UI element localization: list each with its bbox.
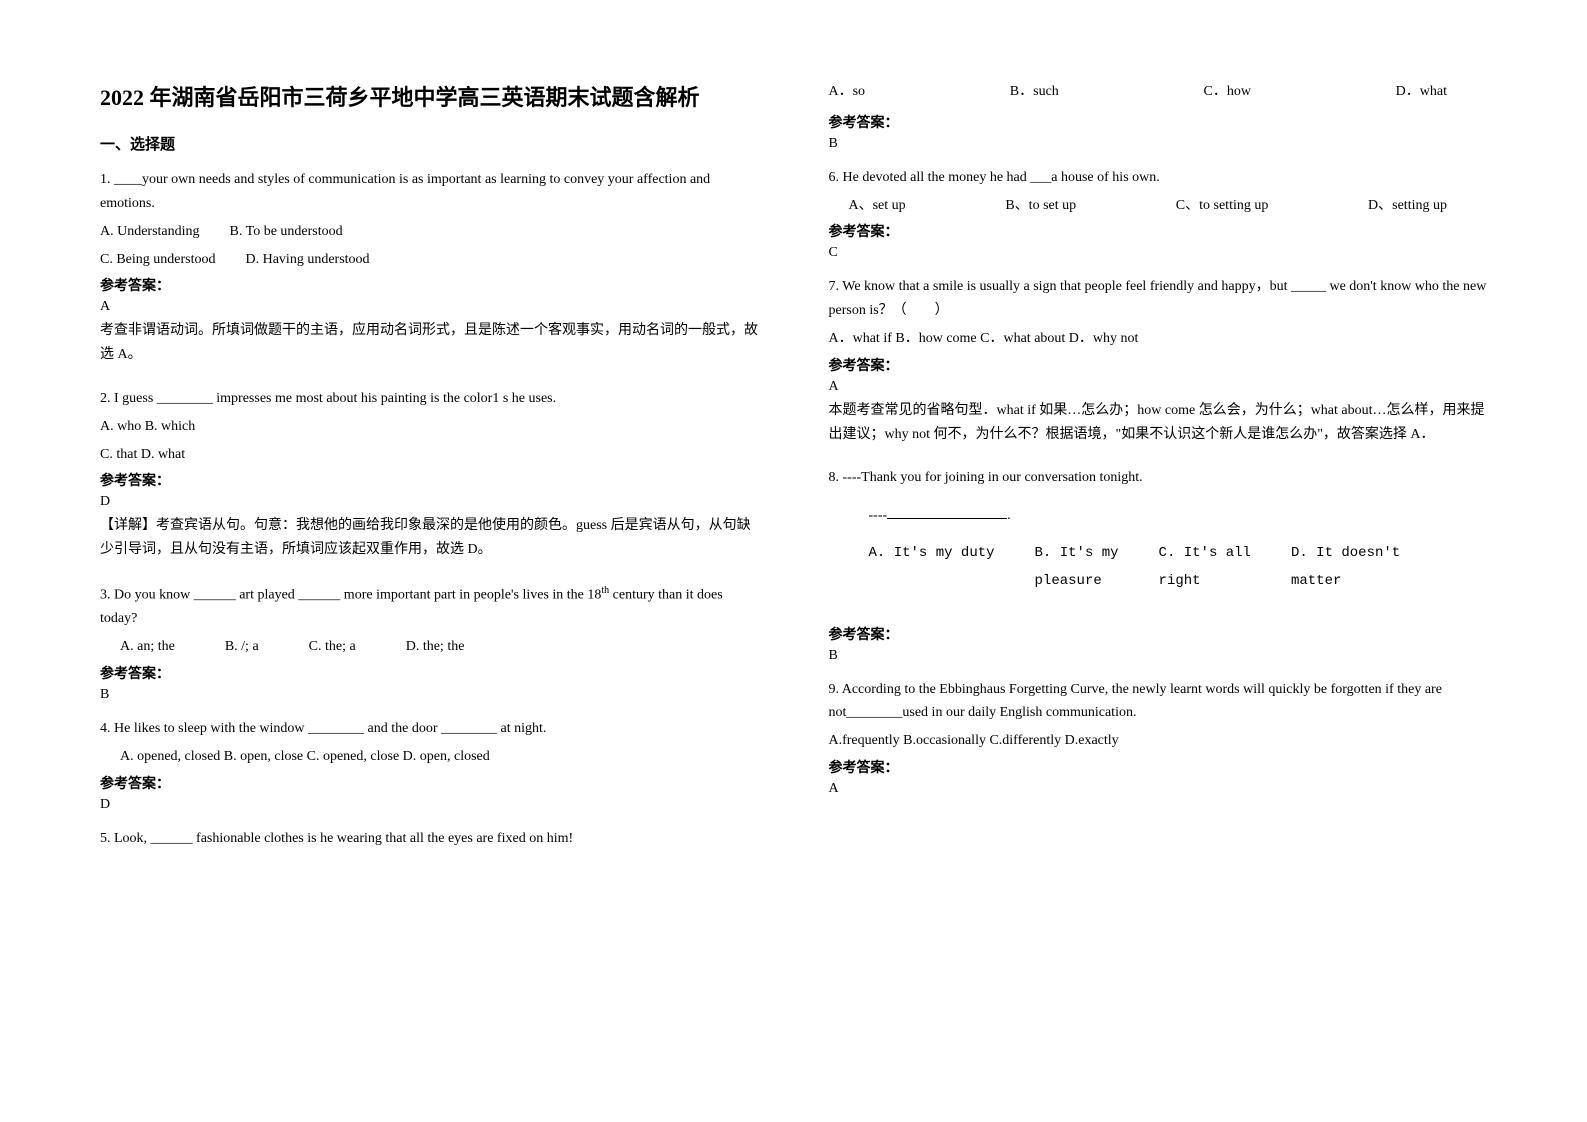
q8-period: . (1007, 508, 1011, 523)
q1-optB: B. To be understood (230, 220, 343, 244)
q3-answer-label: 参考答案： (100, 663, 759, 683)
q8-optD2: matter (1291, 570, 1400, 594)
document-title: 2022 年湖南省岳阳市三荷乡平地中学高三英语期末试题含解析 (100, 80, 759, 115)
q8-answer: B (829, 648, 1488, 664)
section-header: 一、选择题 (100, 133, 759, 154)
q3-optB: B. /; a (225, 635, 259, 659)
question-6: 6. He devoted all the money he had ___a … (829, 166, 1488, 266)
q8-optC-col: C. It's all right (1159, 542, 1251, 594)
q5-answer: B (829, 136, 1488, 152)
question-8: 8. ----Thank you for joining in our conv… (829, 466, 1488, 667)
q6-text: 6. He devoted all the money he had ___a … (829, 166, 1488, 190)
q6-opts: A、set up B、to set up C、to setting up D、s… (829, 194, 1488, 218)
q1-optD: D. Having understood (246, 248, 370, 272)
q3-sup: th (601, 585, 609, 596)
q1-explanation: 考查非谓语动词。所填词做题干的主语，应用动名词形式，且是陈述一个客观事实，用动名… (100, 319, 759, 367)
q4-text: 4. He likes to sleep with the window ___… (100, 717, 759, 741)
question-1: 1. ____your own needs and styles of comm… (100, 168, 759, 377)
question-7: 7. We know that a smile is usually a sig… (829, 275, 1488, 456)
q4-answer: D (100, 797, 759, 813)
q8-optA: A. It's my duty (869, 542, 995, 566)
q1-answer-label: 参考答案： (100, 275, 759, 295)
q7-opts: A．what if B．how come C．what about D．why … (829, 327, 1488, 351)
q3-optA: A. an; the (120, 635, 175, 659)
q3-answer: B (100, 687, 759, 703)
q5-optB: B．such (1010, 80, 1059, 104)
left-column: 2022 年湖南省岳阳市三荷乡平地中学高三英语期末试题含解析 一、选择题 1. … (100, 80, 759, 1042)
question-9: 9. According to the Ebbinghaus Forgettin… (829, 678, 1488, 801)
q8-opts: A. It's my duty B. It's my pleasure C. I… (829, 542, 1488, 594)
q8-optB1: B. It's my (1035, 542, 1119, 566)
q6-answer-label: 参考答案： (829, 221, 1488, 241)
q6-answer: C (829, 245, 1488, 261)
question-4: 4. He likes to sleep with the window ___… (100, 717, 759, 817)
q8-optD-col: D. It doesn't matter (1291, 542, 1400, 594)
q3-text-pre: 3. Do you know ______ art played ______ … (100, 588, 601, 603)
q1-answer: A (100, 299, 759, 315)
q8-optA-col: A. It's my duty (869, 542, 995, 594)
q8-optD1: D. It doesn't (1291, 542, 1400, 566)
q5-answer-label: 参考答案： (829, 112, 1488, 132)
q8-dash: ---- (869, 508, 888, 523)
q5-opts: A．so B．such C．how D．what (829, 80, 1488, 104)
question-2: 2. I guess ________ impresses me most ab… (100, 387, 759, 572)
q9-text: 9. According to the Ebbinghaus Forgettin… (829, 678, 1488, 726)
q8-text: 8. ----Thank you for joining in our conv… (829, 466, 1488, 490)
q1-optC: C. Being understood (100, 248, 216, 272)
question-3: 3. Do you know ______ art played ______ … (100, 582, 759, 707)
q9-answer-label: 参考答案： (829, 757, 1488, 777)
q8-optC1: C. It's all (1159, 542, 1251, 566)
q1-optA: A. Understanding (100, 220, 200, 244)
q5-optC: C．how (1204, 80, 1251, 104)
q1-opts-1: A. Understanding B. To be understood (100, 220, 759, 244)
q8-blank (869, 570, 995, 594)
q7-explanation: 本题考查常见的省略句型．what if 如果…怎么办；how come 怎么会，… (829, 399, 1488, 447)
q2-answer: D (100, 494, 759, 510)
q3-text: 3. Do you know ______ art played ______ … (100, 582, 759, 631)
blank-underline (887, 518, 1007, 519)
question-5: 5. Look, ______ fashionable clothes is h… (100, 827, 759, 855)
q2-text: 2. I guess ________ impresses me most ab… (100, 387, 759, 411)
q8-optB2: pleasure (1035, 570, 1119, 594)
q8-reply: ----. (829, 504, 1488, 528)
q5-optA: A．so (829, 80, 866, 104)
q8-optB-col: B. It's my pleasure (1035, 542, 1119, 594)
q2-explanation: 【详解】考查宾语从句。句意：我想他的画给我印象最深的是他使用的颜色。guess … (100, 514, 759, 562)
q8-optC2: right (1159, 570, 1251, 594)
q6-optB: B、to set up (1005, 194, 1076, 218)
q1-opts-2: C. Being understood D. Having understood (100, 248, 759, 272)
q4-answer-label: 参考答案： (100, 773, 759, 793)
q6-optA: A、set up (849, 194, 906, 218)
q3-optC: C. the; a (309, 635, 356, 659)
q5-text: 5. Look, ______ fashionable clothes is h… (100, 827, 759, 851)
q7-text: 7. We know that a smile is usually a sig… (829, 275, 1488, 323)
q2-optsAB: A. who B. which (100, 415, 759, 439)
q7-answer-label: 参考答案： (829, 355, 1488, 375)
q1-text: 1. ____your own needs and styles of comm… (100, 168, 759, 216)
q4-opts: A. opened, closed B. open, close C. open… (100, 745, 759, 769)
q6-optC: C、to setting up (1176, 194, 1269, 218)
q6-optD: D、setting up (1368, 194, 1447, 218)
q2-answer-label: 参考答案： (100, 470, 759, 490)
q9-answer: A (829, 781, 1488, 797)
right-column: A．so B．such C．how D．what 参考答案： B 6. He d… (829, 80, 1488, 1042)
q3-opts: A. an; the B. /; a C. the; a D. the; the (100, 635, 759, 659)
q8-answer-label: 参考答案： (829, 624, 1488, 644)
q2-optsCD: C. that D. what (100, 443, 759, 467)
q7-answer: A (829, 379, 1488, 395)
q3-optD: D. the; the (406, 635, 465, 659)
q5-optD: D．what (1396, 80, 1447, 104)
q9-opts: A.frequently B.occasionally C.differentl… (829, 729, 1488, 753)
